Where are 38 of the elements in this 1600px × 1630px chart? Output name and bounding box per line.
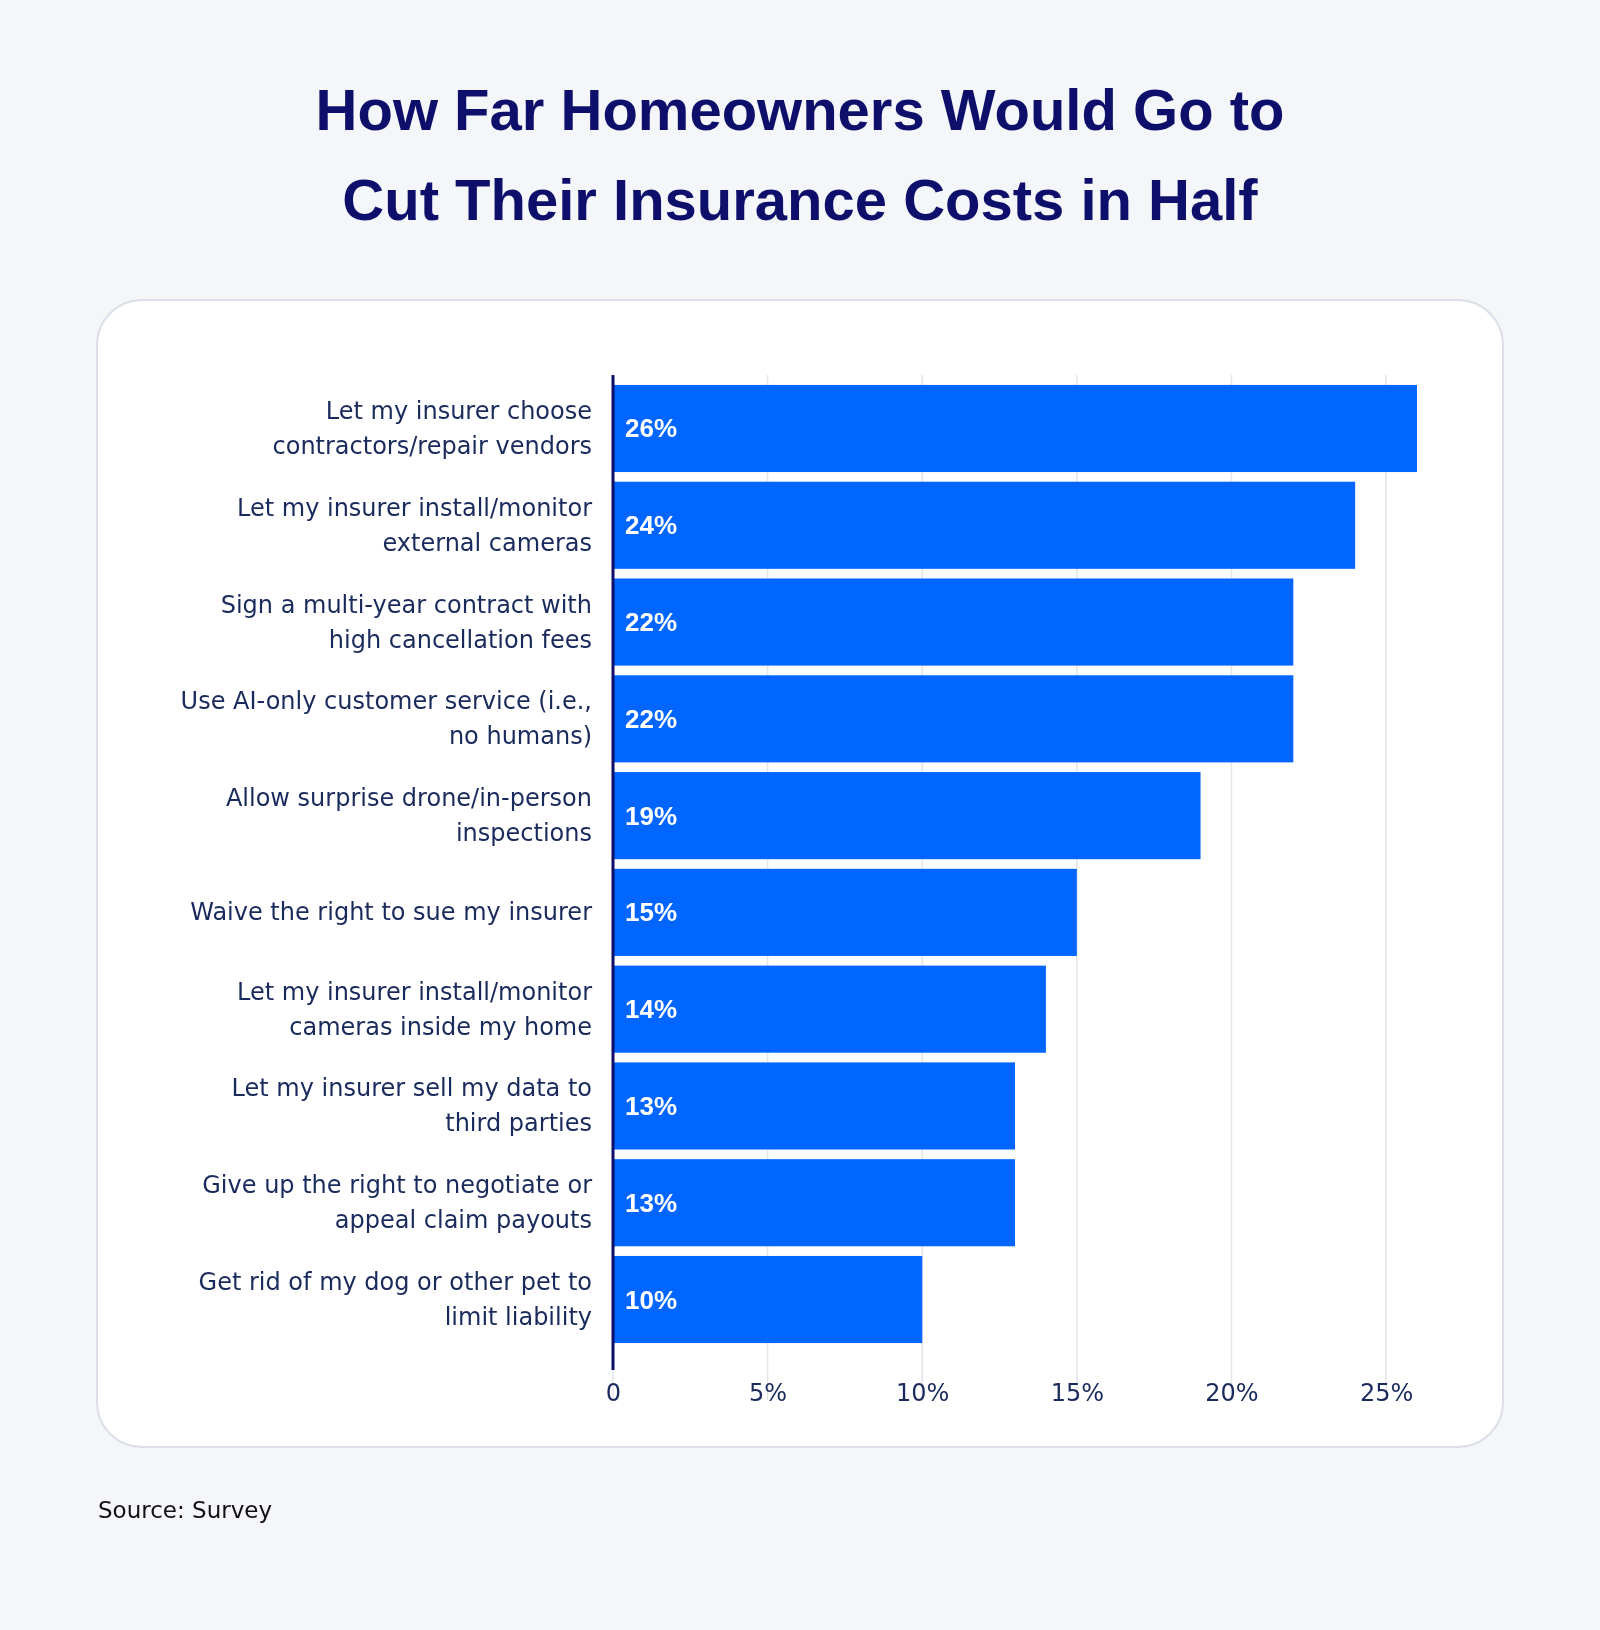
y-tick-label: Use AI-only customer service (i.e., no humans): [180, 687, 592, 751]
x-tick-label: 0: [605, 1379, 622, 1408]
y-tick-label: Get rid of my dog or other pet to limit liability: [198, 1268, 592, 1332]
x-tick-label: 10%: [896, 1379, 950, 1408]
x-tick-label: 15%: [1050, 1379, 1105, 1408]
y-tick-label: Let my insurer install/monitor external cameras: [237, 493, 593, 557]
data-label: 22%: [625, 703, 678, 734]
data-label: 13%: [625, 1090, 678, 1121]
source-note: Source: Survey: [98, 1497, 273, 1523]
bar: [613, 1255, 923, 1344]
x-tick-label: 25%: [1359, 1379, 1414, 1408]
bar: [613, 1159, 1015, 1247]
data-label: 24%: [625, 510, 678, 541]
y-tick-label: Allow surprise drone/in-person inspections: [225, 784, 592, 848]
data-label: 22%: [625, 607, 678, 638]
bar: [613, 965, 1046, 1053]
data-label: 14%: [625, 994, 678, 1025]
data-label: 19%: [625, 800, 678, 831]
data-label: 26%: [625, 413, 678, 444]
bar: [613, 384, 1417, 473]
data-label: 13%: [625, 1187, 678, 1218]
y-tick-label: Let my insurer choose contractors/repair vendors: [272, 396, 592, 460]
y-tick-label: Sign a multi-year contract with high cancellation fees: [220, 590, 592, 654]
chart-title: How Far Homeowners Would Go to Cut Their Insurance Costs in Half: [315, 77, 1285, 232]
y-tick-label: Let my insurer install/monitor cameras inside my home: [237, 977, 593, 1041]
data-label: 15%: [625, 897, 678, 928]
x-tick-label: 5%: [749, 1379, 788, 1408]
y-tick-label: Give up the right to negotiate or appeal claim payouts: [202, 1171, 593, 1235]
bar: [613, 578, 1294, 666]
bar: [613, 772, 1201, 860]
data-label: 10%: [625, 1284, 678, 1315]
bar: [613, 868, 1077, 956]
y-tick-label: Waive the right to sue my insurer: [190, 898, 593, 927]
bar: [613, 1062, 1015, 1150]
y-tick-label: Let my insurer sell my data to third parties: [231, 1074, 592, 1138]
bar: [613, 675, 1294, 763]
bar: [613, 481, 1356, 569]
x-tick-label: 20%: [1205, 1379, 1259, 1408]
